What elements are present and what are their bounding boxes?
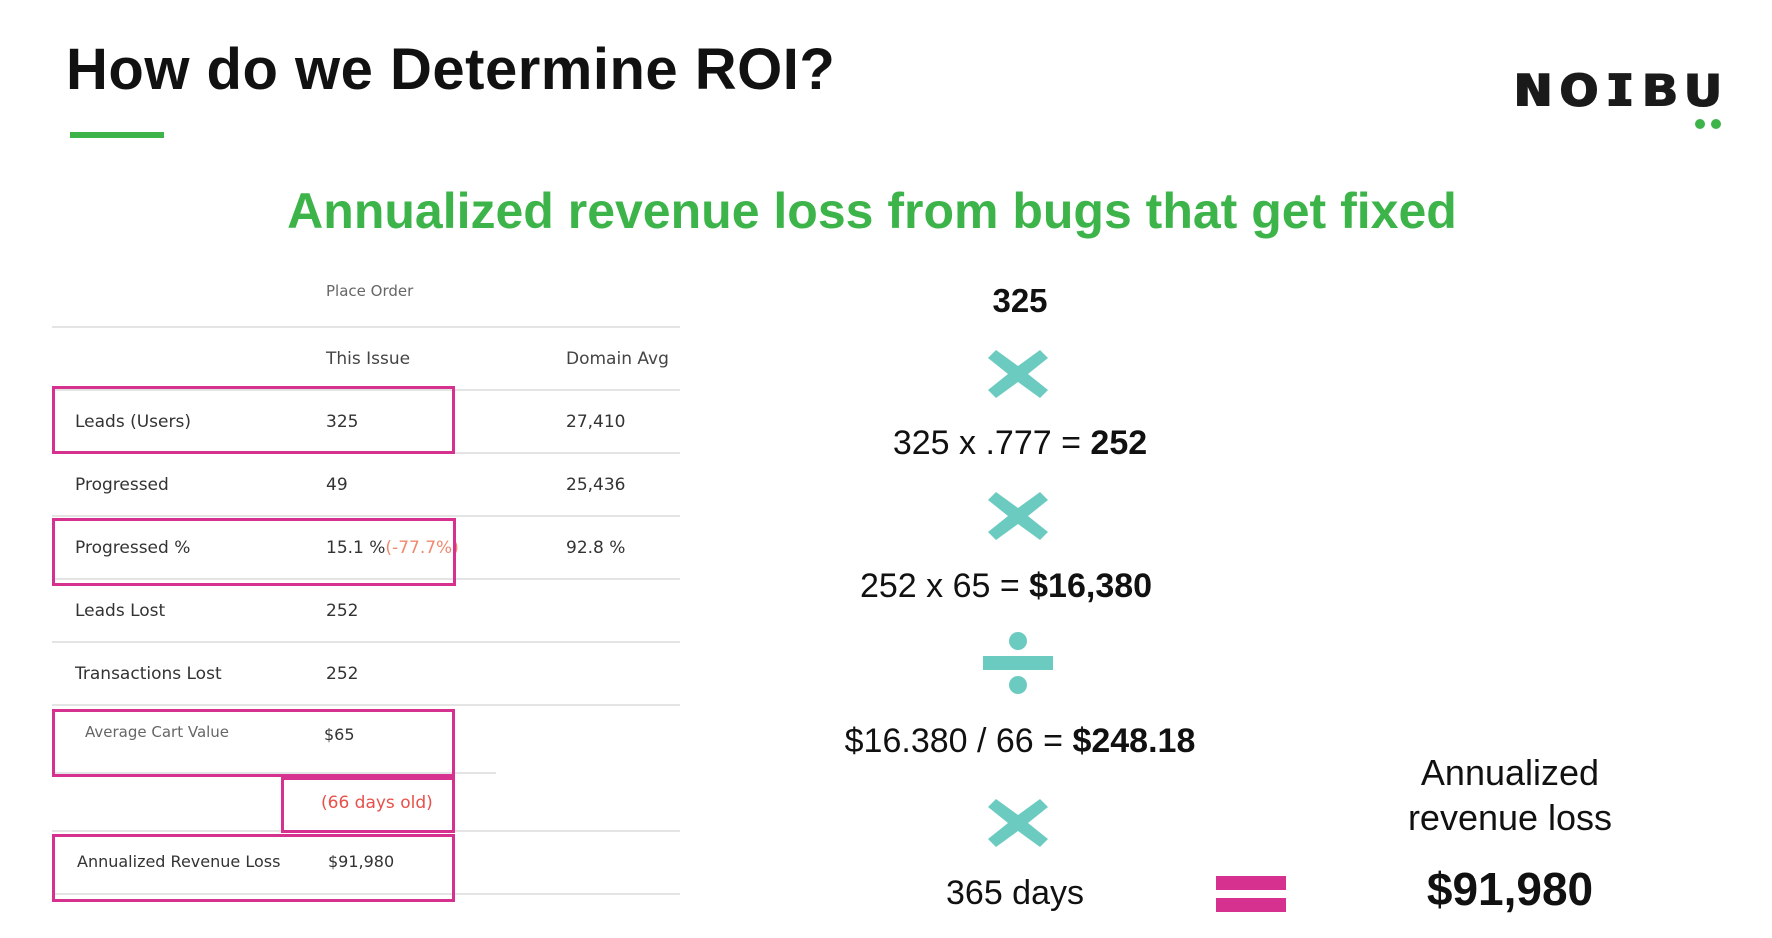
svg-text:ɴoɪʙᴜ: ɴoɪʙᴜ bbox=[1512, 52, 1724, 121]
table-divider bbox=[52, 641, 680, 643]
row-this-progressed: 49 bbox=[326, 475, 348, 495]
calc-step-3-expr: $16.380 / 66 = bbox=[844, 722, 1073, 760]
calc-step-1: 325 x .777 = 252 bbox=[800, 424, 1240, 463]
row-this-transactions-lost: 252 bbox=[326, 664, 359, 684]
table-divider bbox=[52, 772, 496, 774]
table-divider bbox=[52, 389, 680, 391]
row-avg-progressed: 25,436 bbox=[566, 475, 626, 495]
row-this-avg-cart-value: $65 bbox=[324, 725, 355, 744]
calc-step-1-expr: 325 x .777 = bbox=[892, 424, 1091, 462]
row-label-progressed: Progressed bbox=[75, 475, 169, 495]
calc-step-2: 252 x 65 = $16,380 bbox=[786, 567, 1226, 606]
table-divider bbox=[52, 704, 680, 706]
row-label-leads: Leads (Users) bbox=[75, 412, 191, 432]
equals-icon bbox=[1216, 876, 1286, 912]
row-label-annualized-loss: Annualized Revenue Loss bbox=[77, 852, 281, 871]
row-label-leads-lost: Leads Lost bbox=[75, 601, 166, 621]
calc-step-3: $16.380 / 66 = $248.18 bbox=[800, 722, 1240, 761]
row-avg-leads: 27,410 bbox=[566, 412, 626, 432]
result-value: $91,980 bbox=[1426, 863, 1594, 915]
calc-start: 325 bbox=[992, 282, 1048, 319]
days-old-note: (66 days old) bbox=[321, 793, 433, 813]
row-label-progressed-pct: Progressed % bbox=[75, 538, 191, 558]
highlight-box-avg-cart bbox=[52, 709, 455, 777]
table-divider bbox=[52, 893, 680, 895]
multiply-icon bbox=[988, 492, 1048, 540]
calc-step-3-result: $248.18 bbox=[1072, 722, 1196, 760]
multiply-icon bbox=[988, 350, 1048, 398]
highlight-box-days-old bbox=[281, 777, 455, 833]
highlight-box-annualized bbox=[52, 834, 455, 902]
multiply-icon bbox=[988, 799, 1048, 847]
calc-step-4: 365 days bbox=[946, 874, 1084, 912]
table-divider bbox=[52, 578, 680, 580]
highlight-box-progressed-pct bbox=[52, 518, 456, 586]
row-label-transactions-lost: Transactions Lost bbox=[75, 664, 222, 684]
divide-icon bbox=[983, 632, 1053, 694]
result-label: Annualized revenue loss bbox=[1407, 752, 1613, 838]
row-this-leads-lost: 252 bbox=[326, 601, 359, 621]
title-underline bbox=[70, 132, 164, 138]
group-header: Place Order bbox=[326, 282, 414, 300]
table-divider bbox=[52, 326, 680, 328]
calc-step-2-result: $16,380 bbox=[1029, 567, 1153, 605]
slide-title: How do we Determine ROI? bbox=[66, 37, 836, 102]
slide-subtitle: Annualized revenue loss from bugs that g… bbox=[287, 183, 1457, 239]
noibu-logo: ɴoɪʙᴜ bbox=[1512, 51, 1728, 132]
col-header-this-issue: This Issue bbox=[326, 349, 411, 369]
progressed-pct-delta: (-77.7%) bbox=[385, 538, 459, 558]
highlight-box-leads bbox=[52, 386, 455, 454]
row-this-leads: 325 bbox=[326, 412, 359, 432]
row-avg-progressed-pct: 92.8 % bbox=[566, 538, 626, 558]
table-divider bbox=[52, 515, 680, 517]
calc-step-1-result: 252 bbox=[1090, 424, 1148, 462]
row-label-avg-cart-value: Average Cart Value bbox=[85, 723, 230, 741]
col-header-domain-avg: Domain Avg bbox=[566, 349, 669, 369]
calc-step-2-expr: 252 x 65 = bbox=[859, 567, 1030, 605]
row-this-progressed-pct: 15.1 %(-77.7%) bbox=[326, 538, 459, 558]
progressed-pct-value: 15.1 % bbox=[326, 538, 386, 558]
row-this-annualized-loss: $91,980 bbox=[328, 852, 395, 871]
noibu-logo-icon: ɴoɪʙᴜ bbox=[1512, 51, 1724, 129]
